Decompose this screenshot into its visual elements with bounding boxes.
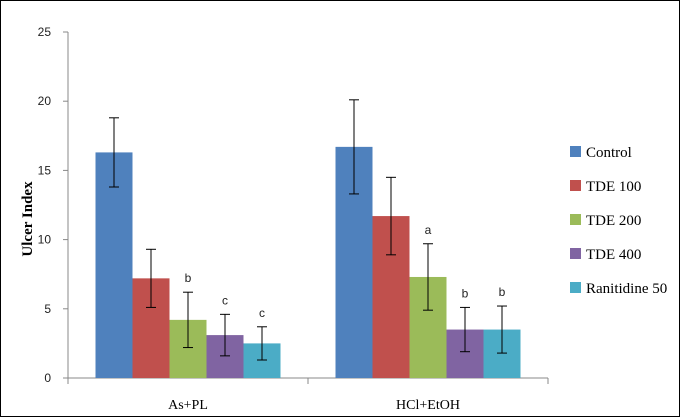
legend-swatch [570,248,581,259]
y-tick-label: 15 [38,163,52,177]
error-bar [349,99,359,195]
legend-swatch [570,214,581,225]
y-ticks: 0 5 10 15 20 25 [38,25,68,385]
significance-label: b [185,271,192,285]
error-bar [497,305,507,354]
significance-label: b [462,286,469,300]
error-bar [220,313,230,357]
legend-swatch [570,146,581,157]
legend-swatch [570,282,581,293]
y-tick-label: 5 [44,302,51,316]
significance-label: b [499,285,506,299]
error-bar [109,117,119,188]
significance-label: c [259,306,265,320]
legend-label: Ranitidine 50 [586,281,667,297]
y-tick-label: 25 [38,25,52,39]
y-tick-label: 20 [38,94,52,108]
error-bars [109,99,507,361]
error-bar [183,291,193,349]
legend-label: Control [586,145,632,161]
legend-item: TDE 100 [570,179,641,195]
category-label: HCl+EtOH [396,398,460,413]
significance-label: c [222,293,228,307]
bar [95,152,133,378]
error-bar [460,306,470,353]
error-bar [146,248,156,308]
legend-label: TDE 400 [586,247,641,263]
y-axis-label: Ulcer Index [20,181,36,257]
legend-item: TDE 200 [570,213,641,229]
error-bar [257,326,267,361]
significance-label: a [425,223,432,237]
legend-label: TDE 200 [586,213,641,229]
legend-item: Ranitidine 50 [570,281,667,297]
legend-item: TDE 400 [570,247,641,263]
bars [95,146,521,378]
y-tick-label: 10 [38,233,52,247]
legend-swatch [570,180,581,191]
legend: Control TDE 100 TDE 200 TDE 400 Ranitidine 5… [570,145,667,297]
legend-item: Control [570,145,632,161]
category-label: As+PL [168,398,208,413]
significance-labels: b c c a b b [185,223,506,320]
error-bar [386,176,396,256]
error-bar [423,243,433,311]
legend-label: TDE 100 [586,179,641,195]
y-tick-label: 0 [44,371,51,385]
category-labels: As+PL HCl+EtOH [168,398,460,413]
